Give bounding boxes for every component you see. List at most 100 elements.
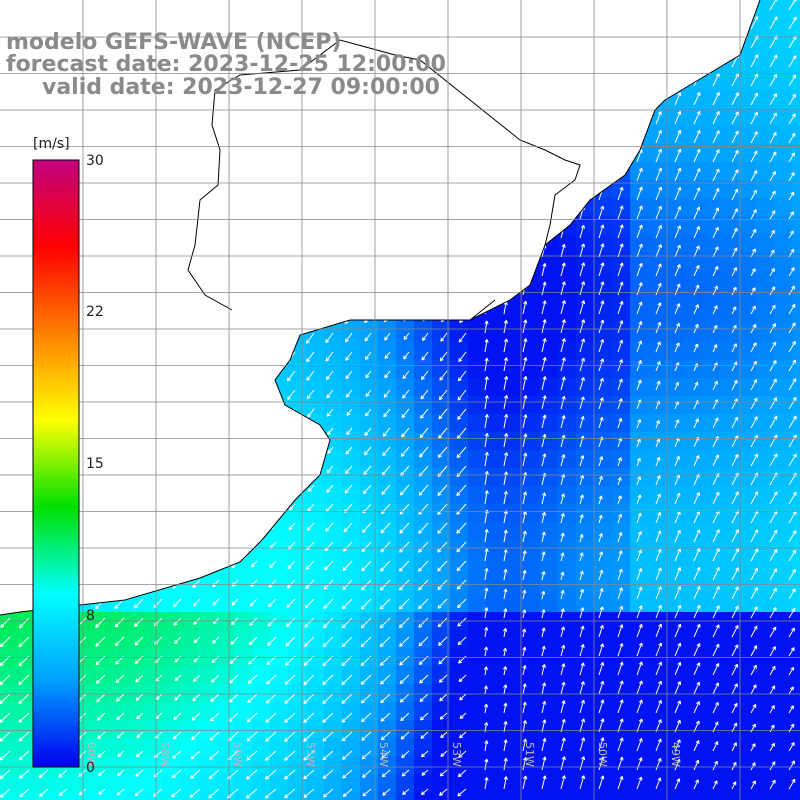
wind-speed-cell: [774, 648, 792, 666]
wind-speed-cell: [486, 468, 504, 486]
wind-arrow: [712, 187, 720, 201]
wind-speed-cell: [666, 360, 684, 378]
wind-arrow: [674, 719, 681, 733]
wind-speed-cell: [702, 702, 720, 720]
wind-speed-cell: [486, 666, 504, 684]
wind-arrow: [383, 408, 391, 418]
wind-speed-cell: [594, 558, 612, 576]
wind-arrow: [617, 737, 624, 752]
wind-arrow: [598, 569, 604, 581]
wind-speed-cell: [216, 756, 234, 774]
colorbar-unit: [m/s]: [33, 136, 70, 152]
wind-arrow: [360, 598, 372, 610]
wind-speed-cell: [684, 378, 702, 396]
wind-speed-cell: [270, 648, 288, 666]
wind-arrow: [636, 642, 643, 657]
wind-speed-cell: [126, 648, 144, 666]
wind-speed-cell: [720, 198, 738, 216]
wind-speed-cell: [756, 270, 774, 288]
wind-speed-cell: [738, 324, 756, 342]
wind-speed-cell: [648, 144, 666, 162]
wind-arrow: [598, 606, 604, 619]
wind-speed-cell: [666, 468, 684, 486]
wind-arrow: [503, 757, 508, 771]
wind-speed-cell: [612, 648, 630, 666]
wind-speed-cell: [774, 468, 792, 486]
wind-arrow: [399, 636, 410, 647]
wind-speed-cell: [288, 378, 306, 396]
wind-arrow: [598, 475, 603, 486]
wind-speed-cell: [378, 684, 396, 702]
wind-arrow: [522, 628, 527, 638]
wind-speed-cell: [450, 414, 468, 432]
wind-speed-cell: [792, 792, 800, 800]
wind-arrow: [617, 457, 622, 467]
wind-arrow: [769, 529, 778, 543]
wind-arrow: [636, 512, 642, 524]
wind-arrow: [617, 417, 623, 429]
wind-speed-cell: [720, 576, 738, 594]
wind-speed-cell: [630, 216, 648, 234]
wind-arrow: [399, 541, 410, 553]
wind-arrow: [265, 750, 277, 761]
lon-label: 56W: [231, 742, 244, 767]
wind-arrow: [264, 769, 277, 780]
wind-speed-cell: [756, 18, 774, 36]
wind-speed-cell: [738, 234, 756, 252]
wind-speed-cell: [612, 342, 630, 360]
wind-speed-cell: [756, 576, 774, 594]
wind-arrow: [384, 332, 391, 341]
wind-speed-cell: [558, 648, 576, 666]
wind-speed-cell: [342, 414, 360, 432]
wind-speed-cell: [774, 738, 792, 756]
wind-arrow: [636, 282, 643, 296]
wind-arrow: [693, 110, 701, 125]
wind-speed-cell: [540, 792, 558, 800]
wind-speed-cell: [486, 486, 504, 504]
wind-speed-cell: [360, 540, 378, 558]
wind-speed-cell: [378, 558, 396, 576]
wind-speed-cell: [162, 756, 180, 774]
wind-speed-cell: [576, 324, 594, 342]
wind-arrow: [674, 419, 680, 429]
wind-speed-cell: [324, 342, 342, 360]
wind-speed-cell: [504, 522, 522, 540]
wind-arrow: [458, 750, 467, 758]
wind-arrow: [437, 541, 448, 553]
wind-arrow: [560, 357, 566, 372]
wind-speed-cell: [378, 522, 396, 540]
wind-speed-cell: [378, 378, 396, 396]
wind-speed-cell: [612, 288, 630, 306]
wind-speed-cell: [756, 36, 774, 54]
wind-speed-cell: [144, 684, 162, 702]
wind-speed-cell: [684, 432, 702, 450]
wind-arrow: [636, 737, 643, 752]
wind-speed-cell: [378, 414, 396, 432]
wind-arrow: [503, 666, 508, 676]
wind-speed-cell: [0, 630, 18, 648]
wind-speed-cell: [612, 468, 630, 486]
wind-arrow: [579, 662, 585, 676]
wind-arrow: [541, 319, 547, 334]
wind-speed-cell: [666, 234, 684, 252]
wind-speed-cell: [594, 468, 612, 486]
wind-speed-cell: [432, 450, 450, 468]
wind-speed-cell: [270, 576, 288, 594]
wind-arrow: [437, 446, 448, 458]
wind-speed-cell: [468, 486, 486, 504]
wind-speed-cell: [720, 414, 738, 432]
wind-speed-cell: [270, 792, 288, 800]
wind-arrow: [365, 389, 372, 397]
wind-speed-cell: [684, 216, 702, 234]
wind-arrow: [541, 511, 546, 524]
wind-speed-cell: [396, 648, 414, 666]
wind-speed-cell: [738, 216, 756, 234]
wind-arrow: [322, 636, 334, 648]
wind-arrow: [788, 588, 796, 600]
wind-arrow: [522, 609, 527, 619]
wind-speed-cell: [180, 720, 198, 738]
wind-speed-cell: [468, 738, 486, 756]
wind-arrow: [306, 370, 315, 381]
wind-speed-cell: [432, 594, 450, 612]
wind-speed-cell: [180, 702, 198, 720]
